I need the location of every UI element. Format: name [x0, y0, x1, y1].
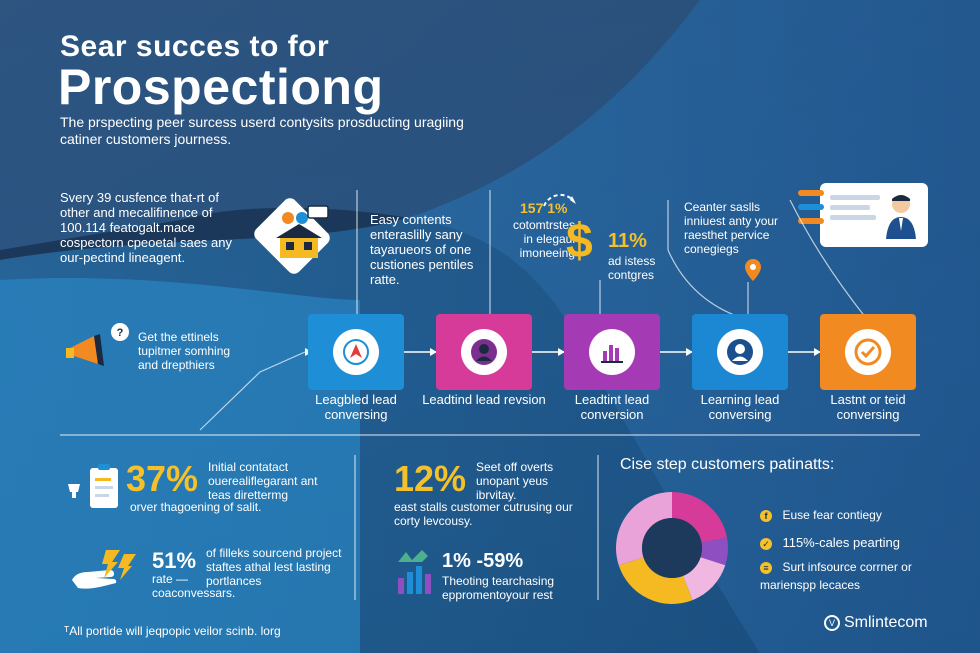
legend-item-1: f Euse fear contiegy — [760, 506, 882, 524]
bar-chart-icon — [601, 345, 623, 363]
pointing-hand-icon — [72, 550, 136, 589]
team-house-icon — [276, 205, 329, 258]
donut-slice-5 — [616, 492, 672, 566]
stat-2-sub: coaconvessars. — [152, 586, 236, 600]
step-3-box[interactable] — [564, 314, 660, 390]
donut-chart — [616, 492, 728, 604]
card-tab-blue — [798, 204, 824, 210]
brand-mark-icon: V — [824, 615, 840, 631]
stat-3-sub: east stalls customer cutrusing our corty… — [394, 500, 573, 528]
stat-3-value: 12% — [394, 458, 467, 499]
chart-title: Cise step customers patinatts: — [620, 456, 835, 473]
stat-1-text: Initial contatact ouerealiflegarant ant … — [208, 460, 318, 502]
legend-3-icon: ≡ — [760, 562, 772, 574]
donut-hole — [642, 518, 702, 578]
step-5-icon-circle — [845, 329, 891, 375]
step-3-label: Leadtint lead conversion — [574, 392, 650, 422]
profile-card — [820, 183, 928, 247]
donut-slice-4 — [618, 557, 693, 604]
user-icon — [471, 339, 497, 365]
card-tab-orange-1 — [798, 190, 824, 196]
stat-3-text: Seet off overts unopant yeus ibrvitay. — [476, 460, 554, 502]
legend-2-text: 115%-cales pearting — [782, 535, 901, 550]
svg-text:?: ? — [117, 327, 124, 339]
target-icon — [343, 339, 369, 365]
legend-item-3: ≡ Surt infsource corrner or marienspp le… — [760, 558, 930, 594]
legend-1-text: Euse fear contiegy — [782, 508, 882, 522]
donut-slice-2 — [700, 537, 728, 566]
checkmark-icon — [854, 338, 882, 366]
dollar-icon: $ — [566, 215, 593, 268]
step-4-box[interactable] — [692, 314, 788, 390]
donut-slice-1 — [672, 492, 728, 543]
step-2-icon-circle — [461, 329, 507, 375]
clipboard-trophy-icon — [68, 464, 118, 508]
step-1-box[interactable] — [308, 314, 404, 390]
megaphone-icon: ? — [66, 323, 129, 366]
stat-top-a-desc: cotomtrstes in elegaul imoneeing — [512, 218, 575, 260]
brand-name: Smlintecom — [844, 614, 928, 631]
stat-top-b-value: 11% — [608, 230, 647, 252]
growth-chart-icon — [398, 550, 431, 594]
location-pin-icon — [745, 259, 761, 281]
services-text: Ceanter saslls inniuest anty your raesth… — [684, 200, 779, 256]
curved-arrow-icon — [543, 194, 576, 207]
stat-4-value: 1% -59% — [442, 550, 524, 572]
legend-item-2: ✓ 115%-cales pearting — [760, 534, 900, 552]
step-4-label: Learning lead conversing — [700, 392, 780, 422]
footer-note: ᵀAll portide will jeqpopic veilor scinb.… — [64, 624, 281, 638]
legend-1-icon: f — [760, 510, 772, 522]
stat-4-text: Theoting tearchasing eppromentoyour rest — [442, 574, 555, 602]
person-avatar-icon — [886, 195, 916, 239]
callout-text: Get the ettinels tupitmer somhing and dr… — [138, 330, 231, 372]
contents-text: Easy contents enteraslilly sany tayarueo… — [370, 212, 474, 287]
legend-3-text: Surt infsource corrner or marienspp leca… — [760, 560, 912, 592]
donut-slice-3 — [683, 557, 726, 601]
stat-2-rate: rate — — [152, 572, 189, 586]
title-line-1: Sear succes to for — [60, 30, 330, 63]
step-2-box[interactable] — [436, 314, 532, 390]
step-5-box[interactable] — [820, 314, 916, 390]
stat-2-value: 51% — [152, 548, 197, 573]
stat-1-sub: orver thagoening of salit. — [130, 500, 262, 514]
step-1-label: Leagbled lead conversing — [315, 392, 397, 422]
stat-2-text: of filleks sourcend project staftes atha… — [206, 546, 342, 588]
step-4-icon-circle — [717, 329, 763, 375]
stat-top-b-desc: ad istess contgres — [608, 254, 656, 282]
title-line-2: Prospectiong — [58, 59, 384, 115]
subtitle: The prspecting peer surcess userd contys… — [60, 114, 464, 147]
person-icon — [727, 339, 753, 365]
stat-top-a-value: 157 1% — [520, 200, 568, 216]
brand-logo: V Smlintecom — [824, 614, 928, 632]
step-2-label: Leadtind lead revsion — [422, 392, 546, 407]
legend-2-icon: ✓ — [760, 538, 772, 550]
intro-text: Svery 39 cusfence that-rt of other and m… — [60, 190, 232, 265]
step-3-icon-circle — [589, 329, 635, 375]
step-1-icon-circle — [333, 329, 379, 375]
stat-1-value: 37% — [126, 458, 199, 499]
step-5-label: Lastnt or teid conversing — [830, 392, 906, 422]
card-tab-orange-2 — [798, 218, 824, 224]
